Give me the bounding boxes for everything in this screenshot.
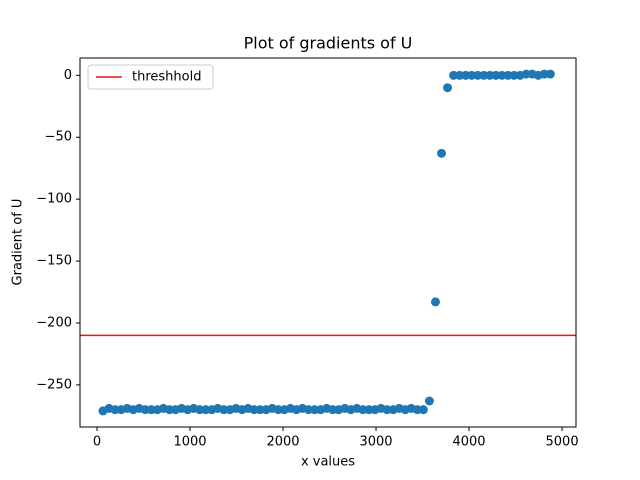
- axes-frame: [79, 57, 577, 428]
- x-tick-label: 4000: [452, 435, 485, 450]
- point: [418, 405, 428, 415]
- x-tick-label: 0: [93, 435, 101, 450]
- y-tick-label: −100: [36, 192, 72, 207]
- y-tick-label: −50: [45, 130, 72, 145]
- y-tick-label: −150: [36, 254, 72, 269]
- y-tick-label: −250: [36, 377, 72, 392]
- legend-label: threshhold: [132, 70, 201, 85]
- point: [545, 69, 555, 79]
- x-tick-label: 1000: [173, 435, 206, 450]
- point: [424, 396, 434, 406]
- legend-box: [87, 64, 214, 90]
- x-tick-label: 5000: [546, 435, 579, 450]
- point: [437, 148, 447, 158]
- x-tick-label: 2000: [266, 435, 299, 450]
- y-axis-label: Gradient of U: [11, 199, 26, 286]
- y-tick-label: −200: [36, 315, 72, 330]
- x-axis-label: x values: [301, 455, 355, 470]
- point: [430, 297, 440, 307]
- y-tick-label: 0: [64, 68, 72, 83]
- x-tick-label: 3000: [359, 435, 392, 450]
- chart-title: Plot of gradients of U: [244, 34, 413, 53]
- point: [443, 83, 453, 93]
